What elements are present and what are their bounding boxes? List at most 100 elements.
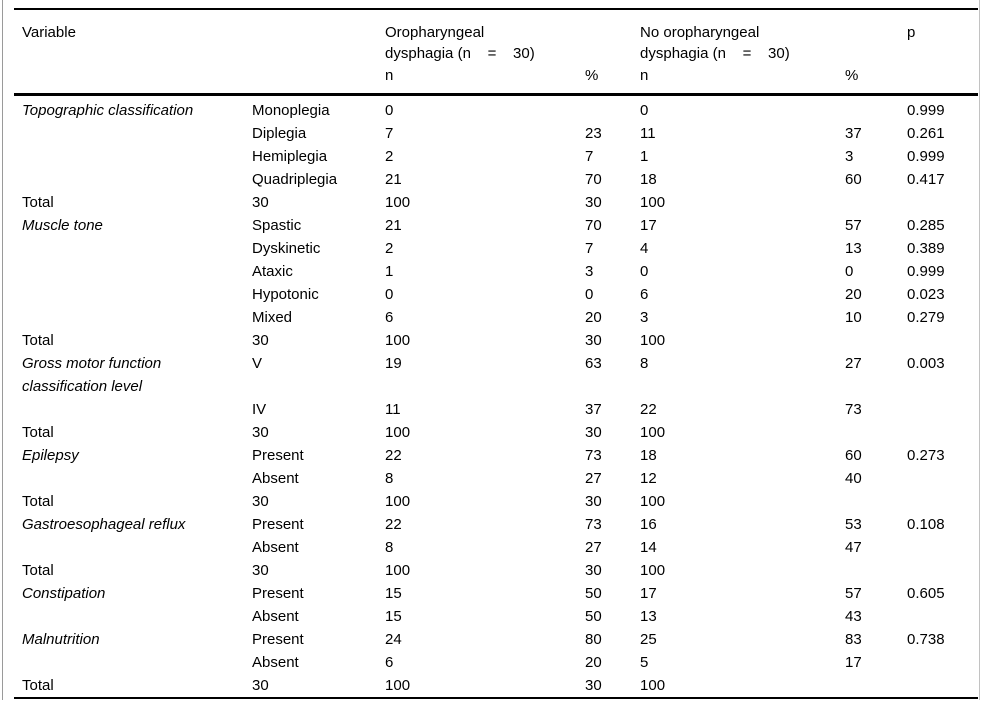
cell-category: Absent	[252, 539, 299, 556]
cell-category: 30	[252, 677, 269, 694]
cell-category: Dyskinetic	[252, 240, 321, 257]
cell-p-value: 0.999	[907, 263, 945, 280]
header-row-groups: Variable Oropharyngeal dysphagia (n = 30…	[14, 9, 978, 64]
cell-pct-dysphagia: 63	[585, 355, 602, 372]
table-row: Hypotonic 0 0 6 20 0.023	[14, 283, 978, 306]
cell-n-dysphagia: 24	[385, 631, 402, 648]
table-row: Total 30 100 30 100	[14, 674, 978, 698]
cell-n-no-dysphagia: 18	[640, 447, 657, 464]
cell-variable	[14, 605, 244, 628]
cell-category: 30	[252, 332, 269, 349]
cell-n-no-dysphagia: 100	[640, 194, 666, 211]
cell-pct-no-dysphagia	[837, 329, 899, 352]
header-row-subcolumns: n % n %	[14, 64, 979, 96]
cell-p-value: 0.261	[907, 125, 945, 142]
cell-n-dysphagia: 22	[385, 516, 402, 533]
cell-pct-no-dysphagia	[837, 674, 899, 698]
cell-n-no-dysphagia: 0	[640, 102, 649, 119]
cell-pct-no-dysphagia: 17	[845, 654, 862, 671]
header-sub-empty	[14, 64, 378, 96]
cell-variable: Gastroesophageal reflux	[22, 516, 186, 533]
table-row: Diplegia 7 23 11 37 0.261	[14, 122, 978, 145]
cell-category: Monoplegia	[252, 102, 330, 119]
header-group-dysphagia-line1: Oropharyngeal	[385, 24, 485, 41]
cell-n-no-dysphagia: 13	[640, 608, 657, 625]
cell-variable	[14, 283, 244, 306]
cell-pct-dysphagia: 20	[585, 309, 602, 326]
cell-variable	[14, 398, 244, 421]
cell-variable: Total	[22, 424, 54, 441]
cell-pct-dysphagia: 30	[585, 424, 602, 441]
table-frame: Variable Oropharyngeal dysphagia (n = 30…	[2, 0, 980, 700]
cell-pct-no-dysphagia: 10	[845, 309, 862, 326]
cell-n-no-dysphagia: 0	[640, 263, 649, 280]
cell-n-no-dysphagia: 12	[640, 470, 657, 487]
cell-category: Absent	[252, 654, 299, 671]
cell-pct-no-dysphagia	[837, 95, 899, 123]
cell-pct-no-dysphagia	[837, 421, 899, 444]
header-group-no-dysphagia-line1: No oropharyngeal	[640, 24, 760, 41]
cell-pct-dysphagia: 27	[585, 470, 602, 487]
cell-pct-dysphagia: 20	[585, 654, 602, 671]
cell-pct-no-dysphagia: 3	[845, 148, 854, 165]
table-row: Absent 6 20 5 17	[14, 651, 978, 674]
cell-variable: Total	[22, 493, 54, 510]
table-header: Variable Oropharyngeal dysphagia (n = 30…	[14, 9, 979, 96]
cell-pct-no-dysphagia	[837, 559, 899, 582]
table-row: Absent 8 27 12 40	[14, 467, 978, 490]
cell-variable	[14, 237, 244, 260]
cell-variable: Total	[22, 194, 54, 211]
cell-n-dysphagia: 19	[385, 355, 402, 372]
cell-n-no-dysphagia: 16	[640, 516, 657, 533]
header-group-no-dysphagia-line2: dysphagia (n = 30)	[640, 45, 790, 62]
header-group-dysphagia-line2: dysphagia (n = 30)	[385, 45, 535, 62]
cell-p-value: 0.389	[907, 240, 945, 257]
cell-pct-dysphagia: 73	[585, 516, 602, 533]
cell-category: 30	[252, 424, 269, 441]
cell-n-dysphagia: 21	[385, 217, 402, 234]
cell-p-value	[899, 605, 978, 628]
cell-p-value: 0.999	[907, 102, 945, 119]
header-sub-n-dysphagia: n	[377, 64, 578, 96]
cell-n-dysphagia: 2	[385, 148, 394, 165]
results-table: Variable Oropharyngeal dysphagia (n = 30…	[14, 8, 979, 699]
cell-p-value: 0.738	[907, 631, 945, 648]
table-row: Mixed 6 20 3 10 0.279	[14, 306, 978, 329]
cell-pct-dysphagia	[577, 95, 632, 123]
cell-category: Hemiplegia	[252, 148, 328, 165]
cell-variable	[14, 467, 244, 490]
table-row: Muscle tone Spastic 21 70 17 57 0.285	[14, 214, 978, 237]
cell-variable: Total	[22, 562, 54, 579]
cell-pct-dysphagia: 30	[585, 677, 602, 694]
table-row: Gastroesophageal reflux Present 22 73 16 53 0.…	[14, 513, 978, 536]
cell-pct-dysphagia: 73	[585, 447, 602, 464]
cell-category: Mixed	[252, 309, 293, 326]
cell-pct-dysphagia: 70	[585, 171, 602, 188]
cell-category: 30	[252, 194, 269, 211]
cell-n-dysphagia: 15	[385, 608, 402, 625]
table-row: Total 30 100 30 100	[14, 421, 978, 444]
cell-variable	[14, 168, 244, 191]
cell-category: Diplegia	[252, 125, 307, 142]
cell-n-dysphagia: 7	[385, 125, 394, 142]
cell-p-value: 0.279	[907, 309, 945, 326]
table-row: Malnutrition Present 24 80 25 83 0.738	[14, 628, 978, 651]
table-row: Epilepsy Present 22 73 18 60 0.273	[14, 444, 978, 467]
cell-pct-no-dysphagia: 27	[845, 355, 862, 372]
cell-pct-no-dysphagia: 73	[845, 401, 862, 418]
cell-category: 30	[252, 493, 269, 510]
table-body: Topographic classification Monoplegia 0 0 0.…	[14, 95, 978, 699]
cell-pct-no-dysphagia: 57	[845, 217, 862, 234]
table-row: Total 30 100 30 100	[14, 329, 978, 352]
cell-p-value: 0.003	[907, 355, 945, 372]
cell-n-no-dysphagia: 8	[640, 355, 649, 372]
cell-n-dysphagia: 21	[385, 171, 402, 188]
cell-pct-dysphagia: 30	[585, 562, 602, 579]
table-row: Topographic classification Monoplegia 0 0 0.…	[14, 95, 978, 123]
cell-n-no-dysphagia: 100	[640, 562, 666, 579]
table-row: Total 30 100 30 100	[14, 559, 978, 582]
cell-pct-no-dysphagia: 13	[845, 240, 862, 257]
cell-pct-no-dysphagia: 53	[845, 516, 862, 533]
cell-category: Hypotonic	[252, 286, 319, 303]
cell-pct-dysphagia: 30	[585, 194, 602, 211]
